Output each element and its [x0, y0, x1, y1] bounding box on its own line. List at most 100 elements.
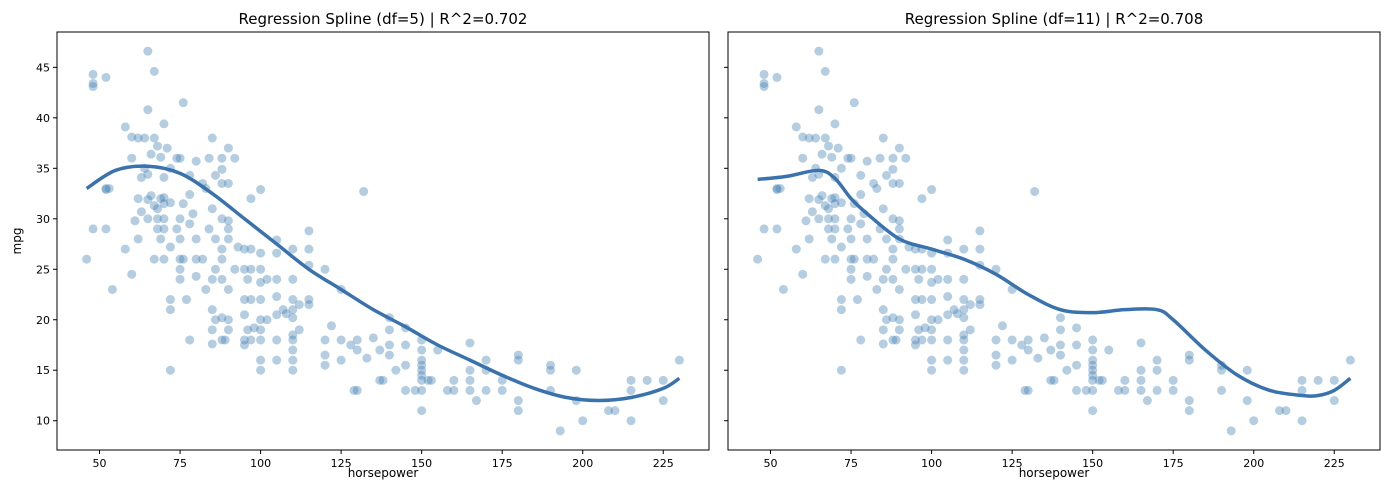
data-point [352, 335, 362, 345]
data-point [465, 365, 475, 375]
data-point [185, 190, 195, 200]
data-point [1217, 385, 1227, 395]
data-point [401, 340, 411, 350]
data-point [836, 295, 846, 305]
data-point [914, 274, 924, 284]
data-point [349, 385, 359, 395]
data-point [878, 133, 888, 143]
data-point [127, 153, 137, 163]
data-point [207, 325, 217, 335]
panel-df5: Regression Spline (df=5) | R^2=0.702 hor… [10, 10, 710, 480]
data-point [188, 209, 198, 219]
data-point [827, 234, 837, 244]
data-point [1017, 340, 1027, 350]
data-point [359, 187, 369, 197]
data-point [239, 335, 249, 345]
y-tick-label: 10 [36, 415, 50, 428]
data-point [862, 156, 872, 166]
data-point [1088, 360, 1098, 370]
data-point [513, 406, 523, 416]
data-point [207, 204, 217, 214]
x-tick-label: 50 [764, 457, 778, 470]
data-point [824, 224, 834, 234]
data-point [256, 295, 266, 305]
data-point [888, 244, 898, 254]
data-point [88, 78, 98, 88]
data-point [178, 254, 188, 264]
data-point [975, 300, 985, 310]
data-point [798, 132, 808, 142]
data-point [165, 305, 175, 315]
data-point [146, 149, 156, 159]
data-point [830, 214, 840, 224]
data-point [927, 355, 937, 365]
data-point [417, 365, 427, 375]
data-point [288, 313, 298, 323]
data-point [384, 325, 394, 335]
data-point [210, 170, 220, 180]
data-point [862, 254, 872, 264]
data-point [836, 305, 846, 315]
data-point [849, 254, 859, 264]
axes-frame [56, 31, 710, 451]
data-point [249, 323, 259, 333]
data-point [1184, 355, 1194, 365]
data-point [1120, 385, 1130, 395]
data-point [401, 360, 411, 370]
data-point [162, 143, 172, 153]
data-point [894, 284, 904, 294]
y-tick-label: 30 [36, 213, 50, 226]
data-point [288, 355, 298, 365]
data-point [1007, 355, 1017, 365]
data-point [375, 375, 385, 385]
data-point [294, 300, 304, 310]
data-point [320, 335, 330, 345]
data-point [223, 224, 233, 234]
data-point [175, 214, 185, 224]
data-point [88, 224, 98, 234]
data-point [101, 185, 111, 195]
data-point [959, 365, 969, 375]
data-point [513, 350, 523, 360]
data-point [256, 264, 266, 274]
data-point [465, 375, 475, 385]
data-point [836, 163, 846, 173]
data-point [856, 190, 866, 200]
data-point [1088, 385, 1098, 395]
data-point [1152, 385, 1162, 395]
panel-df11: Regression Spline (df=11) | R^2=0.708 ho… [724, 10, 1381, 480]
data-point [814, 214, 824, 224]
data-point [175, 234, 185, 244]
data-point [191, 271, 201, 281]
data-point [856, 170, 866, 180]
data-point [288, 305, 298, 315]
data-point [975, 226, 985, 236]
data-point [824, 141, 834, 151]
data-point [927, 365, 937, 375]
data-point [465, 385, 475, 395]
data-point [1055, 340, 1065, 350]
data-point [201, 284, 211, 294]
data-point [965, 325, 975, 335]
data-point [239, 244, 249, 254]
data-point [888, 313, 898, 323]
x-tick-label: 200 [572, 457, 593, 470]
x-axis-label: horsepower [1019, 466, 1090, 480]
data-point [153, 214, 163, 224]
data-point [878, 204, 888, 214]
data-point [894, 216, 904, 226]
data-point [217, 164, 227, 174]
data-point [204, 224, 214, 234]
data-point [256, 277, 266, 287]
data-point [1097, 375, 1107, 385]
data-point [888, 178, 898, 188]
y-tick-label: 25 [36, 263, 50, 276]
data-point [159, 214, 169, 224]
data-point [875, 153, 885, 163]
data-point [143, 195, 153, 205]
data-point [1329, 375, 1339, 385]
data-point [198, 254, 208, 264]
data-point [817, 149, 827, 159]
data-point [326, 321, 336, 331]
data-point [417, 345, 427, 355]
